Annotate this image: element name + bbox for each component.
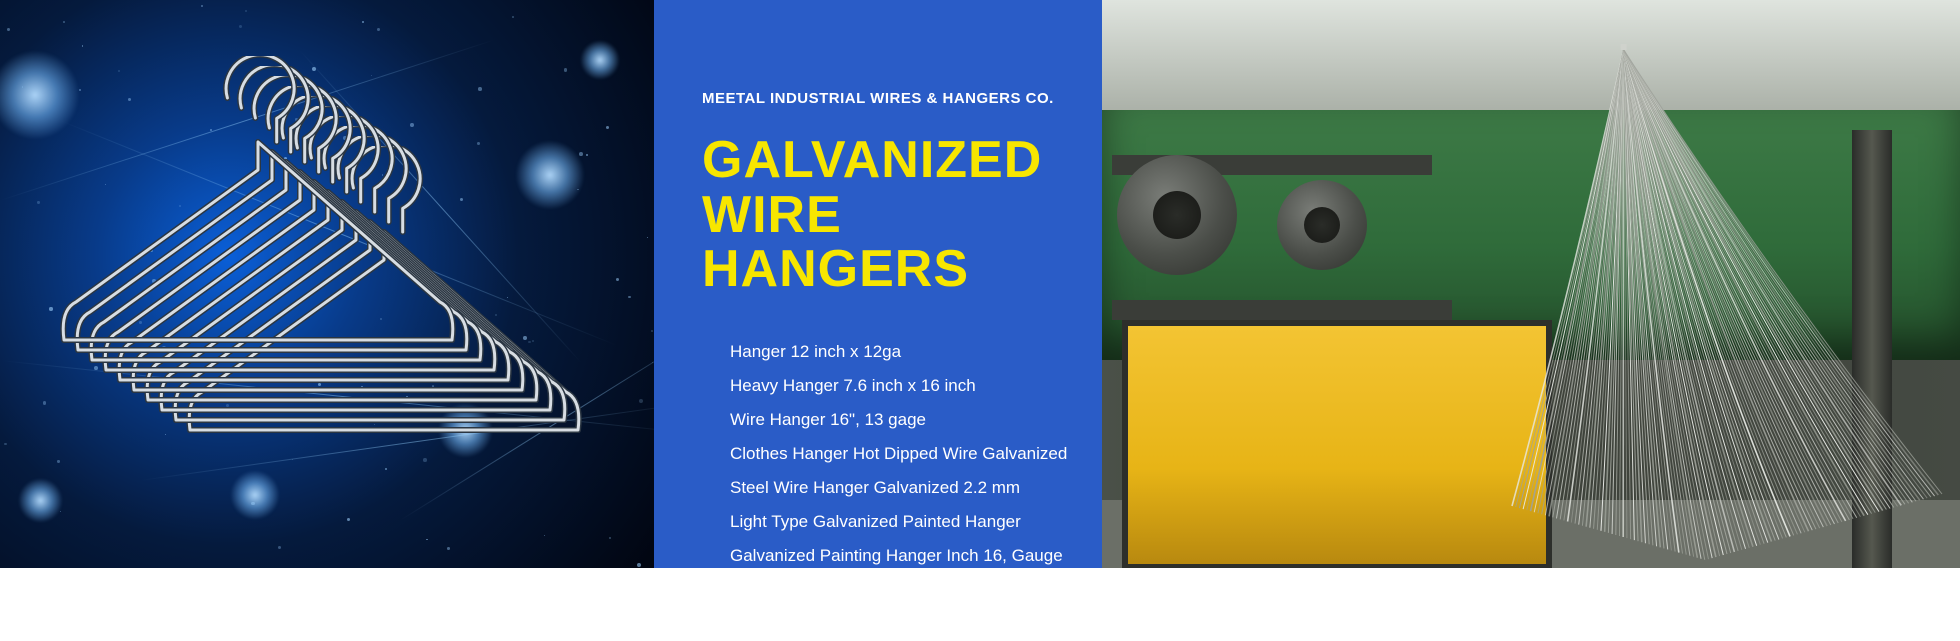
hero-left-panel [0, 0, 654, 568]
company-name: MEETAL INDUSTRIAL WIRES & HANGERS CO. [702, 90, 1082, 107]
particle [377, 28, 380, 31]
particle [362, 21, 364, 23]
particle [201, 5, 203, 7]
product-list-item: Heavy Hanger 7.6 inch x 16 inch [730, 369, 1082, 403]
particle [82, 45, 84, 47]
hero-center-panel: MEETAL INDUSTRIAL WIRES & HANGERS CO. GA… [654, 0, 1102, 568]
particle [57, 460, 59, 462]
particle [43, 401, 47, 405]
particle [639, 399, 643, 403]
product-list-item: Galvanized Painting Hanger Inch 16, Gaug… [730, 539, 1082, 607]
particle [651, 330, 653, 332]
particle [609, 537, 610, 538]
product-list-item: Steel Wire Hanger Galvanized 2.2 mm [730, 471, 1082, 505]
particle [37, 201, 39, 203]
product-list-item: Wire Hanger 16", 13 gage [730, 403, 1082, 437]
particle [512, 16, 514, 18]
particle [245, 10, 247, 12]
product-heading: GALVANIZEDWIRE HANGERS [702, 133, 1082, 297]
particle [628, 296, 630, 298]
machine-rail [1112, 300, 1452, 320]
wire-hanger-bundle [1492, 40, 1960, 568]
product-list-item: Hanger 12 inch x 12ga [730, 335, 1082, 369]
particle [4, 443, 7, 446]
product-list-item: Light Type Galvanized Painted Hanger [730, 505, 1082, 539]
machine-guard [1122, 320, 1552, 568]
particle [7, 28, 10, 31]
product-list: Hanger 12 inch x 12gaHeavy Hanger 7.6 in… [730, 335, 1082, 641]
lens-flare [230, 470, 280, 520]
particle [251, 502, 254, 505]
particle [278, 546, 281, 549]
heading-line: GALVANIZED [702, 133, 1082, 188]
particle [447, 547, 450, 550]
lens-flare [18, 478, 63, 523]
particle [239, 25, 242, 28]
product-list-item: Clothes Hanger Hot Dipped Wire Galvanize… [730, 437, 1082, 471]
particle [426, 539, 427, 540]
wire-hanger [48, 56, 468, 381]
machine-wheel [1117, 155, 1237, 275]
particle [564, 68, 567, 71]
hero-right-panel [1102, 0, 1960, 568]
particle [606, 126, 609, 129]
machine-wheel [1277, 180, 1367, 270]
particle [637, 563, 641, 567]
particle [60, 511, 61, 512]
particle [616, 278, 619, 281]
particle [63, 21, 65, 23]
product-list-item: Hooks [730, 607, 1082, 641]
lens-flare [580, 40, 620, 80]
heading-line: WIRE HANGERS [702, 188, 1082, 297]
particle [347, 518, 350, 521]
particle [647, 237, 648, 238]
particle [544, 535, 545, 536]
